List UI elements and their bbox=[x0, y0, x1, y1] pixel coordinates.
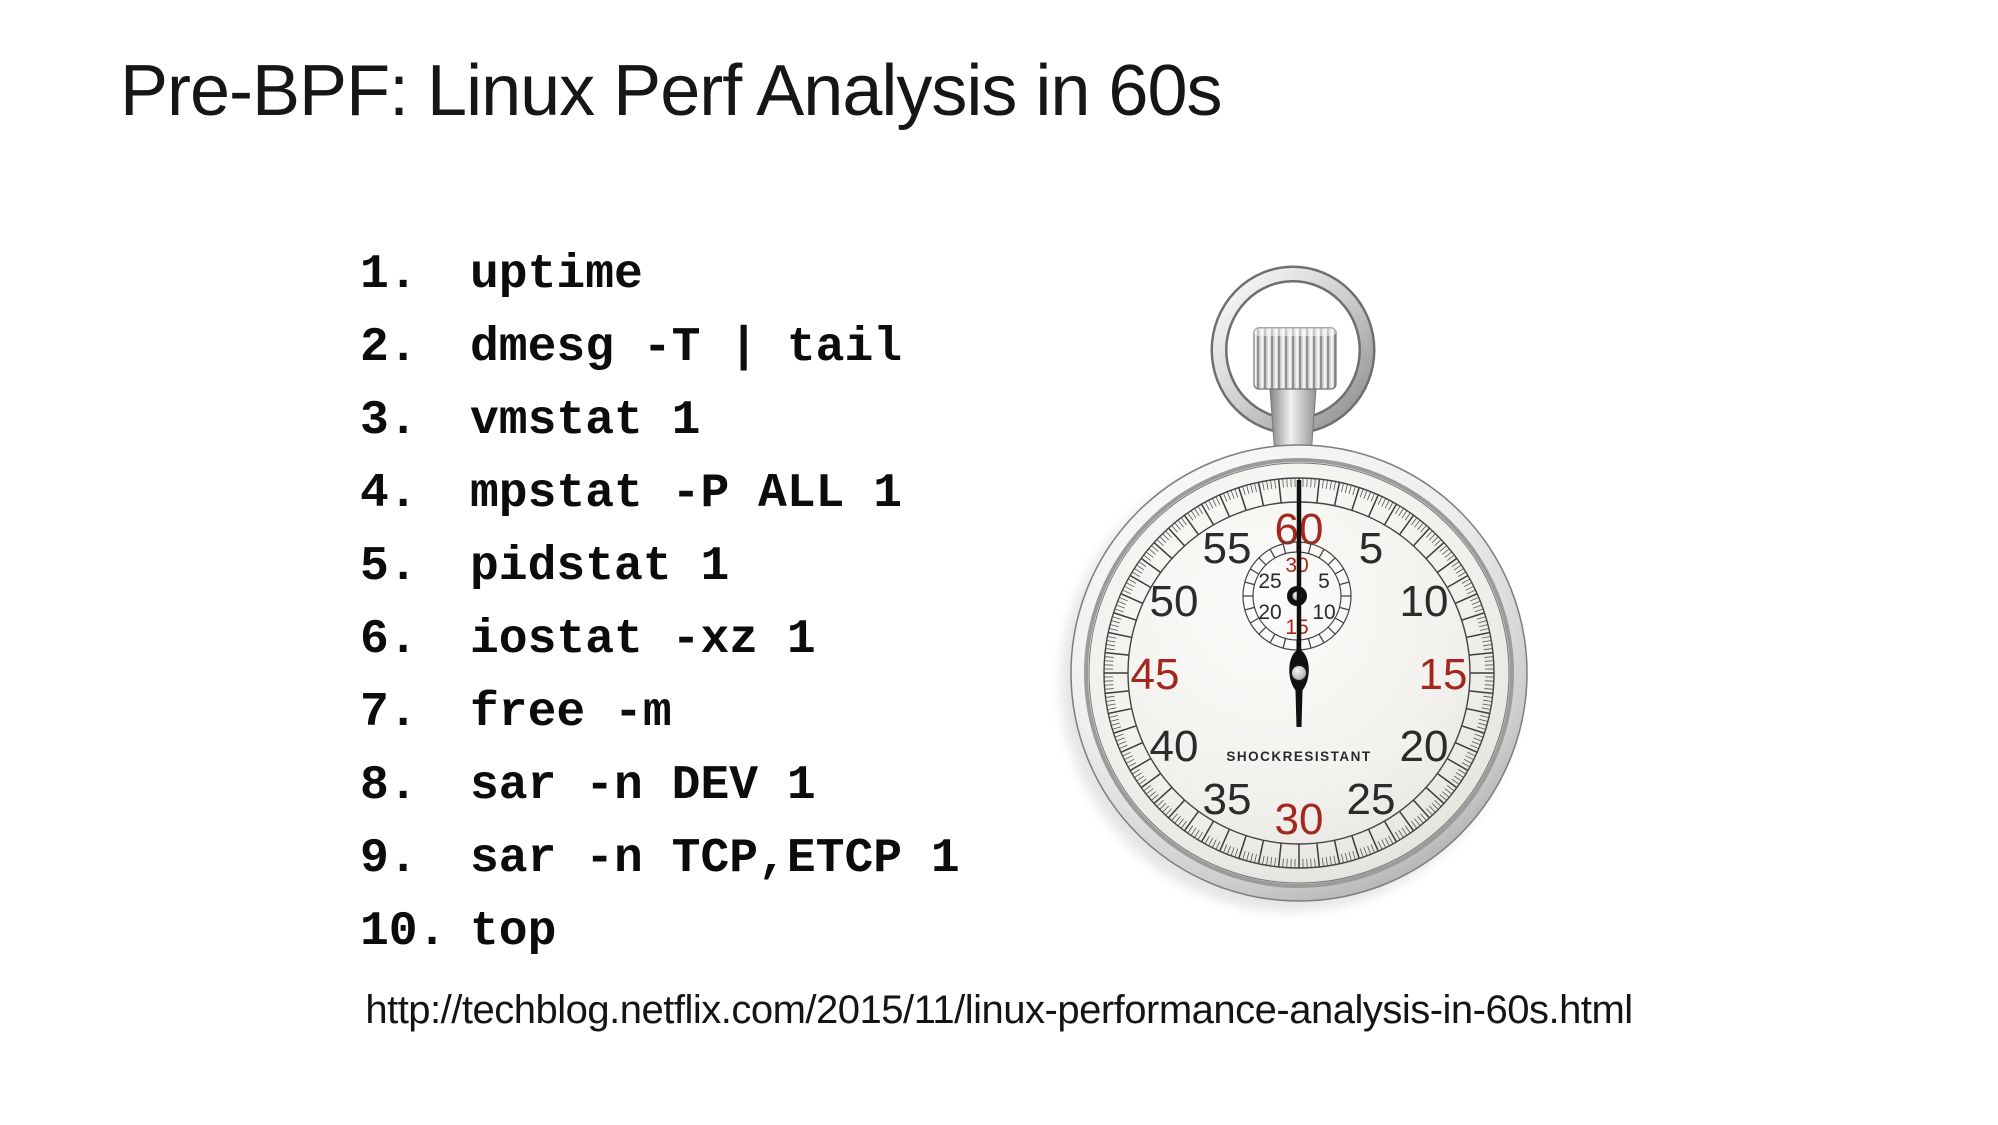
command-number: 5. bbox=[360, 540, 418, 594]
subdial-number: 10 bbox=[1312, 601, 1335, 624]
subdial-number: 25 bbox=[1258, 570, 1281, 593]
command-text: mpstat -P ALL 1 bbox=[470, 467, 903, 521]
command-text: pidstat 1 bbox=[470, 540, 730, 594]
command-number: 8. bbox=[360, 759, 418, 813]
command-text: uptime bbox=[470, 248, 643, 302]
command-list: 1. uptime 2. dmesg -T | tail 3. vmstat 1 4.… bbox=[360, 239, 960, 969]
dial-numbers: 60 5 10 15 20 25 30 35 40 45 50 55 bbox=[1131, 505, 1468, 844]
subdial-ticks bbox=[1243, 542, 1351, 650]
dial-number: 55 bbox=[1203, 524, 1252, 573]
slide-title: Pre-BPF: Linux Perf Analysis in 60s bbox=[120, 51, 1222, 131]
command-list-item: 10. top bbox=[360, 896, 960, 969]
dial-number: 15 bbox=[1419, 650, 1468, 699]
main-hand-pivot bbox=[1290, 664, 1308, 682]
command-number: 6. bbox=[360, 613, 418, 667]
command-number: 7. bbox=[360, 686, 418, 740]
stopwatch-image: 60 5 10 15 20 25 30 35 40 45 50 55 30 5 … bbox=[1061, 265, 1528, 911]
command-list-item: 9. sar -n TCP,ETCP 1 bbox=[360, 823, 960, 896]
dial-number: 45 bbox=[1131, 650, 1180, 699]
subdial-number: 5 bbox=[1318, 570, 1330, 593]
subdial-number: 20 bbox=[1258, 601, 1281, 624]
command-list-item: 5. pidstat 1 bbox=[360, 531, 960, 604]
command-text: free -m bbox=[470, 686, 672, 740]
subdial: 30 5 10 15 20 25 bbox=[1242, 541, 1352, 651]
dial-number: 25 bbox=[1347, 775, 1396, 824]
dial-number: 5 bbox=[1359, 524, 1383, 573]
command-number: 3. bbox=[360, 394, 418, 448]
dial-fine-ticks bbox=[1104, 478, 1494, 868]
source-url: http://techblog.netflix.com/2015/11/linu… bbox=[365, 988, 1633, 1032]
command-list-item: 1. uptime bbox=[360, 239, 960, 312]
command-number: 1. bbox=[360, 248, 418, 302]
command-text: sar -n TCP,ETCP 1 bbox=[470, 832, 960, 886]
dial-second-ticks bbox=[1104, 478, 1494, 868]
command-number: 9. bbox=[360, 832, 418, 886]
command-text: sar -n DEV 1 bbox=[470, 759, 816, 813]
command-text: top bbox=[470, 905, 557, 959]
command-text: vmstat 1 bbox=[470, 394, 701, 448]
command-list-item: 3. vmstat 1 bbox=[360, 385, 960, 458]
command-number: 10. bbox=[360, 905, 447, 959]
command-number: 2. bbox=[360, 321, 418, 375]
command-number: 4. bbox=[360, 467, 418, 521]
command-text: dmesg -T | tail bbox=[470, 321, 903, 375]
stopwatch-hand bbox=[1287, 480, 1309, 727]
dial-number: 20 bbox=[1400, 722, 1449, 771]
command-list-item: 2. dmesg -T | tail bbox=[360, 312, 960, 385]
subdial-numbers: 30 5 10 15 20 25 bbox=[1258, 554, 1335, 639]
command-text: iostat -xz 1 bbox=[470, 613, 816, 667]
dial-number: 50 bbox=[1150, 577, 1199, 626]
command-list-item: 7. free -m bbox=[360, 677, 960, 750]
command-list-item: 4. mpstat -P ALL 1 bbox=[360, 458, 960, 531]
dial-number: 30 bbox=[1275, 795, 1324, 844]
dial-chapter-outer bbox=[1103, 477, 1495, 869]
dial-number: 40 bbox=[1150, 722, 1199, 771]
command-list-item: 8. sar -n DEV 1 bbox=[360, 750, 960, 823]
shockresistant-label: SHOCKRESISTANT bbox=[1226, 749, 1371, 764]
dial-number: 10 bbox=[1400, 577, 1449, 626]
dial-number: 35 bbox=[1203, 775, 1252, 824]
command-list-item: 6. iostat -xz 1 bbox=[360, 604, 960, 677]
